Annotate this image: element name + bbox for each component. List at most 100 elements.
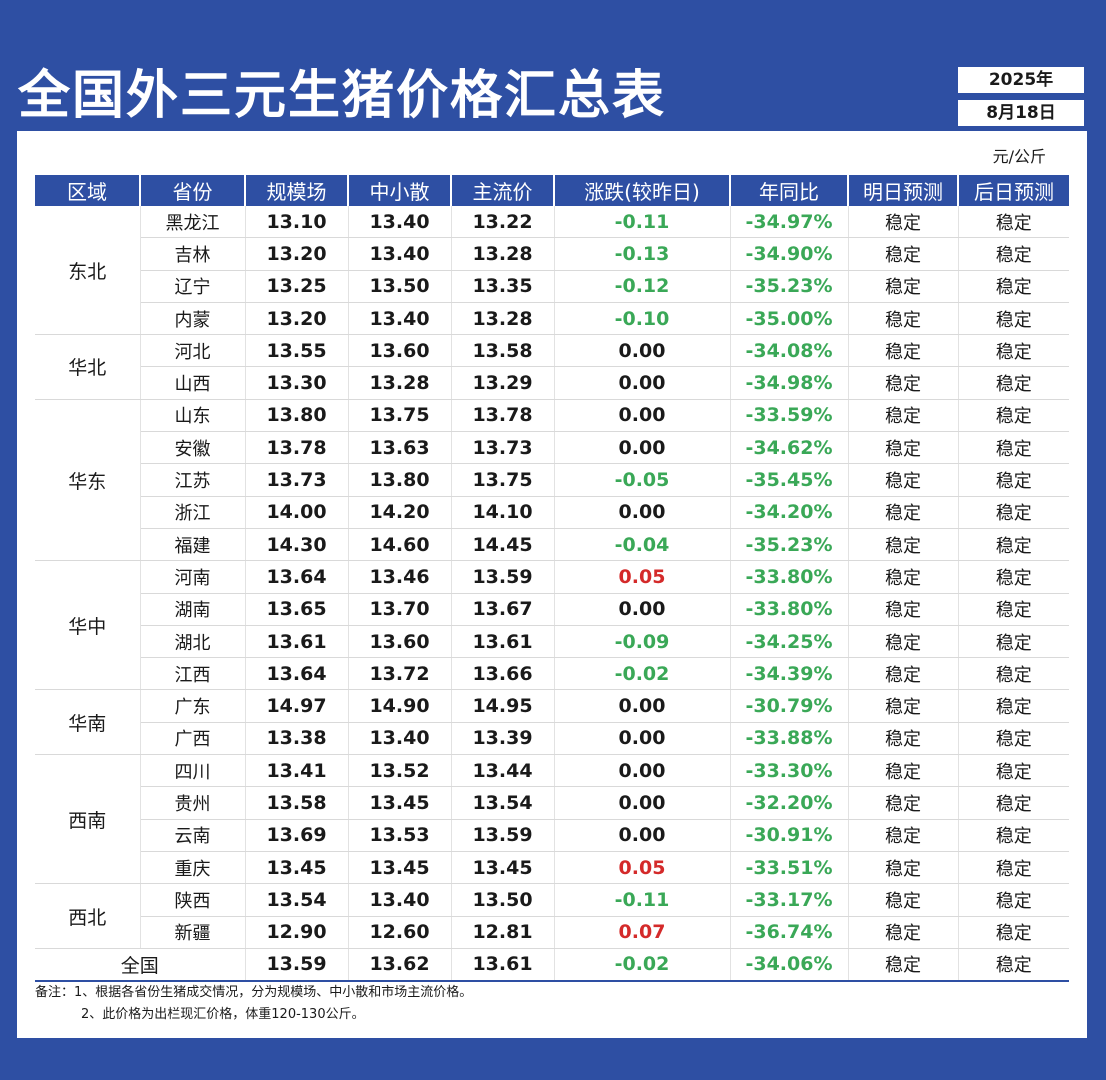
change-value: 0.05 [554, 560, 731, 594]
main-price: 12.81 [451, 916, 555, 949]
table-row: 新疆 12.90 12.60 12.81 0.07 -36.74% 稳定 稳定 [35, 916, 1069, 949]
main-price: 13.54 [451, 786, 555, 820]
main-price: 14.10 [451, 496, 555, 529]
small-farm-price: 13.50 [348, 270, 452, 303]
main-price: 13.39 [451, 722, 555, 756]
yoy-change: -33.30% [730, 754, 849, 788]
region-cell: 西南 [35, 754, 141, 885]
forecast-tomorrow: 稳定 [848, 883, 959, 917]
small-farm-price: 13.40 [348, 883, 452, 917]
national-main-price: 13.61 [451, 948, 555, 983]
change-value: 0.00 [554, 431, 731, 465]
scale-farm-price: 13.64 [245, 560, 349, 594]
main-price: 13.75 [451, 463, 555, 497]
scale-farm-price: 13.41 [245, 754, 349, 788]
small-farm-price: 12.60 [348, 916, 452, 949]
yoy-change: -33.17% [730, 883, 849, 917]
main-price: 13.28 [451, 237, 555, 271]
forecast-day-after: 稳定 [958, 916, 1069, 949]
main-price: 13.59 [451, 560, 555, 594]
forecast-tomorrow: 稳定 [848, 560, 959, 594]
main-price: 13.29 [451, 366, 555, 400]
province-cell: 贵州 [140, 786, 246, 820]
province-cell: 吉林 [140, 237, 246, 271]
province-cell: 河南 [140, 560, 246, 594]
forecast-day-after: 稳定 [958, 722, 1069, 756]
yoy-change: -35.00% [730, 302, 849, 336]
main-price: 13.67 [451, 593, 555, 626]
national-forecast-day-after: 稳定 [958, 948, 1069, 983]
scale-farm-price: 13.25 [245, 270, 349, 303]
national-label: 全国 [35, 948, 246, 983]
change-value: -0.11 [554, 206, 731, 239]
change-value: -0.11 [554, 883, 731, 917]
small-farm-price: 13.40 [348, 237, 452, 271]
notes: 备注：1、根据各省份生猪成交情况，分为规模场、中小散和市场主流价格。 2、此价格… [35, 982, 472, 1026]
page-title: 全国外三元生猪价格汇总表 [18, 66, 667, 126]
yoy-change: -33.59% [730, 399, 849, 433]
change-value: -0.10 [554, 302, 731, 336]
scale-farm-price: 13.61 [245, 625, 349, 659]
table-row: 江西 13.64 13.72 13.66 -0.02 -34.39% 稳定 稳定 [35, 657, 1069, 691]
table-panel: 元/公斤 区域 省份 规模场 中小散 主流价 涨跌(较昨日) 年同比 明日预测 … [17, 131, 1087, 1038]
national-small-farm-price: 13.62 [348, 948, 452, 983]
scale-farm-price: 13.20 [245, 237, 349, 271]
yoy-change: -34.08% [730, 334, 849, 368]
date-year: 2025年 [956, 65, 1086, 95]
date-box: 2025年 8月18日 [956, 65, 1086, 128]
scale-farm-price: 13.64 [245, 657, 349, 691]
province-cell: 广西 [140, 722, 246, 756]
change-value: 0.00 [554, 496, 731, 529]
forecast-tomorrow: 稳定 [848, 786, 959, 820]
table-row: 华北 河北 13.55 13.60 13.58 0.00 -34.08% 稳定 稳定 [35, 334, 1069, 400]
header-province: 省份 [140, 175, 246, 206]
main-price: 13.61 [451, 625, 555, 659]
scale-farm-price: 13.10 [245, 206, 349, 239]
forecast-day-after: 稳定 [958, 657, 1069, 691]
national-total-row: 全国 13.59 13.62 13.61 -0.02 -34.06% 稳定 稳定 [35, 948, 1069, 983]
region-cell: 华北 [35, 334, 141, 400]
yoy-change: -34.39% [730, 657, 849, 691]
forecast-tomorrow: 稳定 [848, 528, 959, 562]
change-value: -0.12 [554, 270, 731, 303]
forecast-day-after: 稳定 [958, 237, 1069, 271]
yoy-change: -33.51% [730, 851, 849, 885]
scale-farm-price: 14.97 [245, 689, 349, 723]
forecast-tomorrow: 稳定 [848, 302, 959, 336]
small-farm-price: 14.60 [348, 528, 452, 562]
yoy-change: -34.20% [730, 496, 849, 529]
table-body: 东北 黑龙江 13.10 13.40 13.22 -0.11 -34.97% 稳定 稳定 吉林 13… [35, 206, 1069, 983]
table-row: 内蒙 13.20 13.40 13.28 -0.10 -35.00% 稳定 稳定 [35, 302, 1069, 336]
scale-farm-price: 13.20 [245, 302, 349, 336]
yoy-change: -34.25% [730, 625, 849, 659]
small-farm-price: 13.53 [348, 819, 452, 852]
table-row: 湖南 13.65 13.70 13.67 0.00 -33.80% 稳定 稳定 [35, 593, 1069, 626]
province-cell: 江苏 [140, 463, 246, 497]
yoy-change: -30.79% [730, 689, 849, 723]
change-value: 0.07 [554, 916, 731, 949]
header-main-price: 主流价 [451, 175, 555, 206]
small-farm-price: 13.28 [348, 366, 452, 400]
scale-farm-price: 13.58 [245, 786, 349, 820]
scale-farm-price: 14.00 [245, 496, 349, 529]
change-value: 0.05 [554, 851, 731, 885]
small-farm-price: 13.63 [348, 431, 452, 465]
scale-farm-price: 13.69 [245, 819, 349, 852]
scale-farm-price: 13.30 [245, 366, 349, 400]
forecast-day-after: 稳定 [958, 270, 1069, 303]
small-farm-price: 13.80 [348, 463, 452, 497]
forecast-day-after: 稳定 [958, 496, 1069, 529]
forecast-tomorrow: 稳定 [848, 819, 959, 852]
province-cell: 福建 [140, 528, 246, 562]
forecast-tomorrow: 稳定 [848, 366, 959, 400]
header-yoy: 年同比 [730, 175, 849, 206]
forecast-day-after: 稳定 [958, 528, 1069, 562]
forecast-day-after: 稳定 [958, 366, 1069, 400]
forecast-day-after: 稳定 [958, 593, 1069, 626]
forecast-tomorrow: 稳定 [848, 206, 959, 239]
main-price: 13.45 [451, 851, 555, 885]
small-farm-price: 13.40 [348, 722, 452, 756]
forecast-tomorrow: 稳定 [848, 463, 959, 497]
small-farm-price: 13.52 [348, 754, 452, 788]
forecast-day-after: 稳定 [958, 206, 1069, 239]
